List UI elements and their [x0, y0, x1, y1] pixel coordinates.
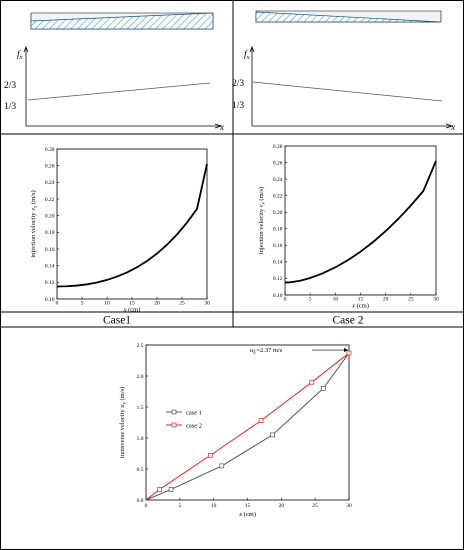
velocity-chart-case2: 0 5 10 15 20 25 30 0.10 0.12 0.14 0.16 0.18 0.20 0.22… — [258, 144, 439, 310]
y-tick-label: 0.18 — [45, 230, 55, 236]
x-tick-label: 0 — [284, 297, 287, 303]
y-tick-label: 0.14 — [45, 263, 55, 269]
y-tick-label: 0.28 — [45, 147, 55, 153]
legend-label: case 2 — [186, 423, 202, 430]
series-marker — [309, 379, 315, 385]
x-tick-label: 20 — [154, 301, 160, 307]
x-axis-label: x — [219, 123, 225, 133]
y-tick-label: 0.24 — [45, 180, 55, 186]
series-marker — [207, 453, 213, 458]
series-line — [145, 352, 350, 501]
series-marker — [168, 487, 174, 492]
velocity-curve — [56, 163, 208, 288]
y-tick-label: 0.16 — [273, 243, 283, 249]
y-tick-label: 0.22 — [45, 197, 55, 203]
plot-frame — [284, 145, 437, 296]
x-tick-label: 10 — [211, 503, 217, 509]
y-tick-label: 0.12 — [45, 280, 55, 286]
y-tick-label: 0.12 — [273, 276, 283, 282]
plot-frame — [56, 148, 208, 300]
fx-line — [252, 81, 443, 102]
tick-two-thirds: 2/3 — [232, 79, 244, 89]
x-axis-label: x (cm) — [238, 511, 256, 518]
x-tick-label: 15 — [245, 503, 251, 509]
y-tick-label: 0.10 — [273, 293, 283, 299]
y-axis-label: transverse velocity ux (m/s) — [119, 387, 128, 459]
series-marker — [157, 487, 162, 492]
y-tick-label: 0.24 — [273, 177, 283, 183]
x-tick-label: 25 — [179, 301, 185, 307]
x-tick-label: 25 — [312, 503, 318, 509]
case2-caption: Case 2 — [333, 315, 364, 327]
x-axis-label: x (cm) — [123, 307, 141, 314]
legend-marker — [171, 409, 177, 415]
velocity-chart-case1: 0 5 10 15 20 25 30 0.10 0.12 0.14 0.16 0.18 0.20 0.22… — [30, 147, 210, 314]
tick-one-third: 1/3 — [4, 102, 16, 112]
series-line — [145, 352, 350, 501]
fx-panel-case1: fx x 2/3 1/3 — [4, 12, 225, 133]
tick-one-third: 1/3 — [232, 101, 244, 111]
x-tick-label: 30 — [433, 297, 439, 303]
x-tick-label: 20 — [383, 297, 389, 303]
fx-axis-label: fx — [244, 49, 250, 61]
y-tick-label: 0.26 — [45, 163, 55, 169]
y-tick-label: 0.18 — [273, 227, 283, 233]
x-tick-label: 5 — [81, 301, 84, 307]
series-marker — [346, 350, 352, 356]
series-marker — [219, 463, 225, 469]
y-tick-label: 2.0 — [137, 374, 144, 380]
y-tick-label: 1.0 — [137, 436, 144, 442]
x-tick-label: 15 — [129, 301, 135, 307]
legend-marker — [171, 422, 177, 428]
y-tick-label: 0.0 — [137, 498, 144, 504]
velocity-curve — [284, 160, 437, 284]
x-tick-label: 25 — [408, 297, 414, 303]
x-tick-label: 20 — [279, 503, 285, 509]
arrow-up-icon — [23, 45, 29, 53]
y-tick-label: 0.14 — [273, 260, 283, 266]
fx-panel-case2: fx x 2/3 1/3 — [232, 10, 456, 133]
x-tick-label: 30 — [346, 503, 352, 509]
case1-caption: Case1 — [103, 315, 131, 327]
x-tick-label: 5 — [178, 503, 181, 509]
y-axis-label: injection velocity vx (m/s) — [30, 190, 39, 257]
porous-wall-hatch — [30, 12, 214, 30]
series-marker — [320, 386, 326, 391]
y-tick-label: 0.20 — [273, 210, 283, 216]
porous-wall-hatch — [255, 11, 442, 23]
x-axis-label: x (cm) — [351, 303, 369, 310]
annotation-label: uL=2.37 m/s — [250, 347, 283, 356]
x-tick-label: 0 — [145, 503, 148, 509]
y-tick-label: 0.10 — [45, 297, 55, 303]
y-tick-label: 0.26 — [273, 160, 283, 166]
y-tick-label: 0.22 — [273, 193, 283, 199]
arrow-right-icon — [445, 123, 454, 129]
arrow-head-icon — [344, 348, 348, 353]
y-tick-label: 0.5 — [137, 467, 144, 473]
x-tick-label: 10 — [104, 301, 110, 307]
x-tick-label: 5 — [309, 297, 312, 303]
y-axis-label: injection velocity vx (m/s) — [258, 187, 267, 254]
tick-two-thirds: 2/3 — [4, 81, 16, 91]
y-tick-label: 1.5 — [137, 405, 144, 411]
series-marker — [270, 432, 275, 438]
y-tick-label: 2.5 — [137, 343, 144, 349]
fx-axis-label: fx — [17, 49, 23, 61]
transverse-velocity-chart: 0 5 10 15 20 25 30 0.0 0.5 1.0 1.5 2.0 2.5 x (cm) tran… — [119, 343, 352, 518]
series-marker — [258, 418, 264, 423]
x-axis-label: x — [450, 123, 456, 133]
fx-line — [27, 82, 211, 101]
arrow-up-icon — [249, 45, 255, 53]
x-tick-label: 10 — [333, 297, 339, 303]
x-tick-label: 0 — [56, 301, 59, 307]
legend-label: case 1 — [186, 410, 202, 417]
x-tick-label: 15 — [358, 297, 364, 303]
plot-frame — [145, 344, 350, 501]
arrow-right-icon — [214, 123, 223, 129]
y-tick-label: 0.20 — [45, 213, 55, 219]
x-tick-label: 30 — [204, 301, 210, 307]
y-tick-label: 0.16 — [45, 247, 55, 253]
y-tick-label: 0.28 — [273, 144, 283, 150]
